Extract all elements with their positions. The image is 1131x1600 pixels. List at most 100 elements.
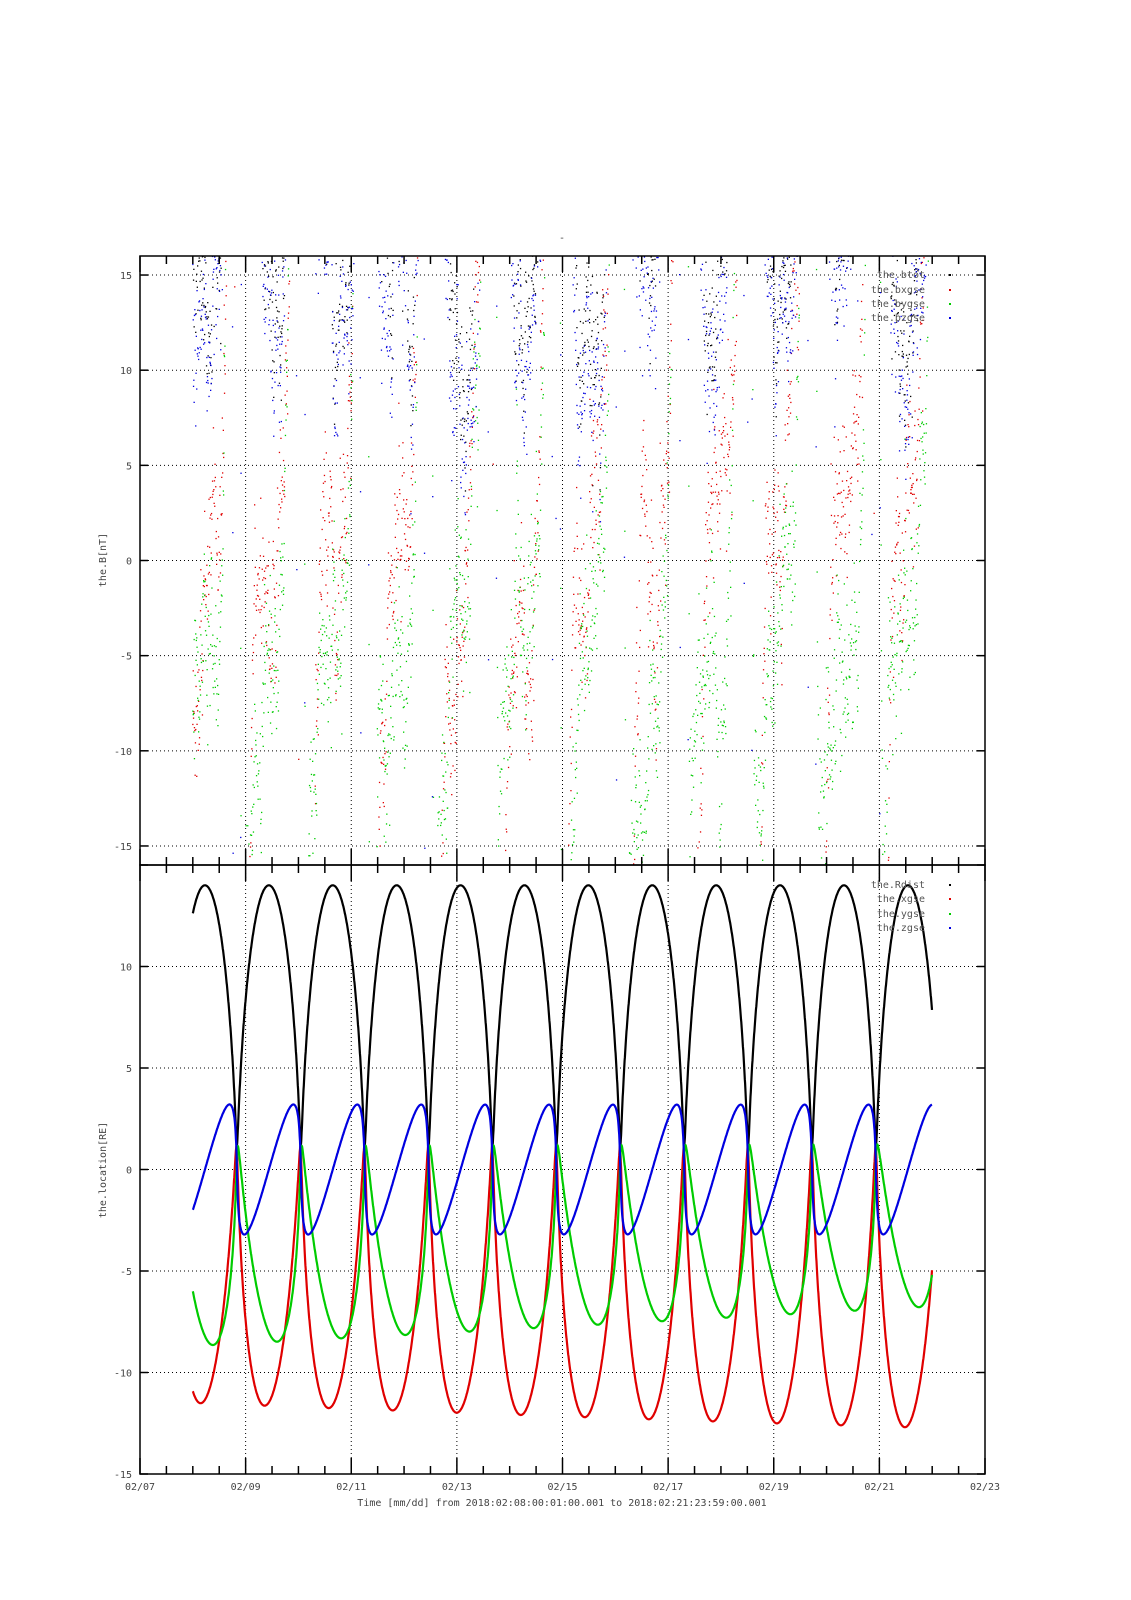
data-point	[394, 536, 396, 538]
data-point	[471, 344, 473, 346]
data-point	[718, 805, 721, 808]
data-point	[535, 573, 537, 575]
data-point	[858, 374, 860, 377]
data-point	[650, 674, 652, 676]
data-point	[274, 615, 276, 617]
location-lines	[191, 884, 934, 1429]
data-point	[901, 659, 903, 662]
data-point	[665, 463, 667, 465]
data-point	[769, 615, 772, 617]
data-point	[643, 276, 645, 278]
data-point	[206, 410, 208, 412]
data-point	[880, 544, 882, 546]
data-point	[503, 757, 505, 760]
data-point	[646, 469, 648, 471]
data-point	[720, 823, 722, 826]
data-point	[277, 710, 280, 712]
data-point	[282, 276, 284, 278]
data-point	[379, 732, 382, 734]
data-point	[515, 399, 518, 402]
data-point	[710, 314, 712, 316]
data-point	[671, 260, 673, 262]
data-point	[340, 675, 342, 677]
data-point	[833, 649, 836, 651]
data-point	[659, 701, 661, 703]
data-point	[901, 355, 903, 357]
data-point	[599, 556, 601, 559]
data-point	[573, 841, 575, 843]
data-point	[784, 308, 786, 310]
data-point	[769, 649, 771, 651]
data-point	[296, 569, 298, 571]
data-point	[585, 646, 587, 648]
data-point	[326, 273, 328, 275]
data-point	[701, 712, 703, 715]
data-point	[725, 550, 728, 552]
data-point	[543, 332, 545, 334]
data-point	[840, 547, 842, 550]
data-point	[453, 362, 455, 365]
data-point	[854, 641, 857, 643]
data-point	[635, 820, 638, 822]
data-point	[283, 315, 286, 317]
data-point	[527, 636, 529, 638]
data-point	[469, 615, 471, 617]
data-point	[386, 257, 389, 259]
data-point	[199, 711, 201, 713]
data-point	[825, 863, 827, 865]
data-point	[286, 406, 288, 408]
data-point	[915, 262, 917, 264]
data-point	[842, 425, 844, 427]
data-point	[650, 327, 652, 329]
data-point	[906, 399, 908, 401]
data-point	[456, 641, 458, 643]
data-point	[896, 281, 898, 283]
data-point	[889, 671, 891, 673]
data-point	[788, 321, 790, 323]
data-point	[769, 556, 771, 559]
data-point	[532, 584, 535, 586]
data-point	[601, 502, 603, 504]
data-point	[824, 751, 826, 753]
data-point	[784, 298, 786, 300]
data-point	[398, 586, 400, 588]
data-point	[511, 279, 513, 281]
data-point	[712, 577, 715, 579]
data-point	[528, 336, 531, 338]
data-point	[415, 409, 417, 411]
data-point	[633, 835, 635, 837]
data-point	[320, 509, 322, 511]
data-point	[281, 270, 284, 272]
data-point	[524, 331, 526, 333]
data-point	[925, 432, 927, 434]
data-point	[524, 683, 526, 685]
data-point	[580, 579, 582, 582]
data-point	[881, 700, 883, 702]
data-point	[252, 651, 255, 654]
data-point	[873, 512, 875, 514]
data-point	[221, 559, 223, 561]
data-point	[888, 797, 890, 799]
data-point	[916, 268, 918, 270]
data-point	[411, 345, 413, 348]
data-point	[773, 488, 775, 491]
data-point	[471, 495, 473, 497]
data-point	[576, 424, 579, 426]
data-point	[385, 751, 387, 753]
data-point	[639, 309, 641, 311]
data-point	[382, 756, 384, 759]
data-point	[452, 360, 454, 362]
data-point	[825, 667, 827, 669]
data-point	[523, 612, 525, 614]
data-point	[452, 290, 454, 293]
data-point	[383, 740, 385, 743]
data-point	[821, 776, 823, 779]
data-point	[408, 368, 410, 370]
data-point	[518, 353, 520, 355]
data-point	[215, 268, 217, 270]
data-point	[575, 742, 577, 744]
data-point	[516, 375, 518, 377]
data-point	[492, 463, 494, 465]
data-point	[473, 386, 475, 388]
data-point	[382, 680, 384, 682]
